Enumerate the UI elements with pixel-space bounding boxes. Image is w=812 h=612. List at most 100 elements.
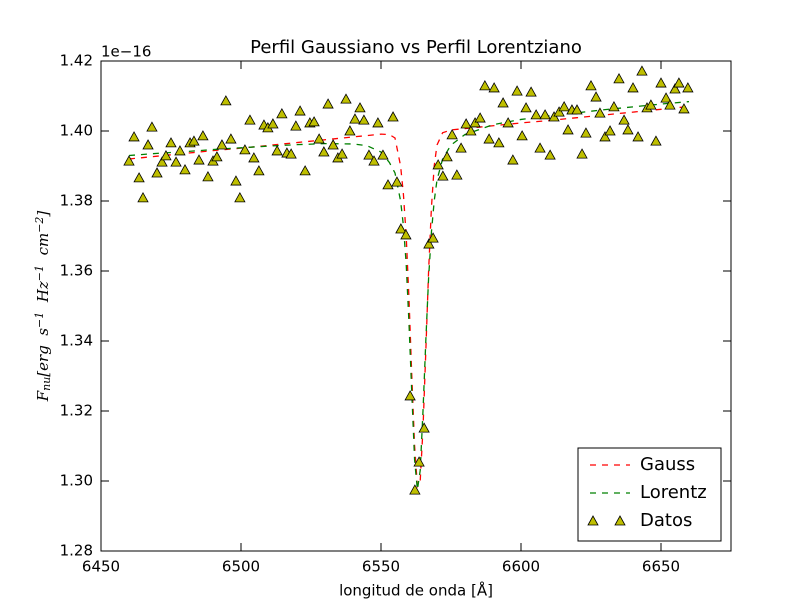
data-point: [455, 142, 467, 153]
data-point: [627, 82, 639, 93]
data-point: [349, 113, 361, 124]
data-point: [336, 148, 348, 159]
y-label-part: −2: [33, 217, 46, 233]
data-point: [474, 112, 486, 123]
data-point: [599, 131, 611, 142]
data-point: [441, 151, 453, 162]
data-point: [660, 92, 672, 103]
data-point: [511, 85, 523, 96]
data-point: [613, 73, 625, 84]
y-tick-label: 1.36: [60, 262, 93, 280]
line-series: [128, 100, 690, 490]
y-label-part: cm: [34, 233, 52, 265]
x-tick-label: 6650: [642, 558, 680, 576]
data-point: [409, 484, 421, 495]
data-point: [318, 146, 330, 157]
data-point: [197, 130, 209, 141]
data-point: [170, 156, 182, 167]
data-point: [553, 106, 565, 117]
data-point: [655, 77, 667, 88]
legend-box: [577, 447, 722, 542]
data-point: [377, 149, 389, 160]
plot-area: [123, 65, 694, 495]
data-point: [497, 97, 509, 108]
legend-label: Lorentz: [640, 482, 707, 503]
data-point: [488, 82, 500, 93]
y-offset-label: 1e−16: [101, 43, 151, 61]
data-point: [151, 167, 163, 178]
data-point: [290, 120, 302, 131]
plot-frame: [100, 60, 732, 552]
data-point: [128, 131, 140, 142]
legend-label: Datos: [640, 510, 692, 531]
legend-label: Gauss: [640, 454, 695, 475]
x-tick-label: 6600: [502, 558, 540, 576]
data-point: [313, 133, 325, 144]
data-point: [344, 125, 356, 136]
data-point: [539, 109, 551, 120]
data-point: [479, 80, 491, 91]
data-point: [395, 223, 407, 234]
data-point: [400, 229, 412, 240]
data-point: [576, 148, 588, 159]
y-tick-label: 1.42: [60, 52, 93, 70]
y-tick-label: 1.34: [60, 332, 93, 350]
data-point: [418, 422, 430, 433]
y-label-part: −1: [33, 265, 46, 281]
data-point: [580, 127, 592, 138]
data-point: [340, 93, 352, 104]
data-point: [432, 159, 444, 170]
data-point: [544, 149, 556, 160]
data-point: [437, 170, 449, 181]
data-point: [534, 142, 546, 153]
data-point: [507, 154, 519, 165]
data-point: [608, 101, 620, 112]
data-point: [451, 169, 463, 180]
data-point: [146, 121, 158, 132]
legend-marker: [614, 515, 626, 526]
data-point: [239, 144, 251, 155]
data-point: [618, 114, 630, 125]
data-point: [520, 102, 532, 113]
data-point: [493, 137, 505, 148]
data-point: [673, 77, 685, 88]
y-label-part: −1: [33, 312, 46, 328]
data-point: [248, 152, 260, 163]
data-point: [294, 105, 306, 116]
data-point: [179, 164, 191, 175]
data-point: [594, 107, 606, 118]
data-point: [632, 131, 644, 142]
y-label-part: ]: [34, 211, 52, 218]
data-point: [558, 101, 570, 112]
y-tick-label: 1.38: [60, 192, 93, 210]
data-point: [142, 139, 154, 150]
data-point: [193, 154, 205, 165]
data-point: [682, 82, 694, 93]
data-point: [188, 135, 200, 146]
data-point: [382, 179, 394, 190]
x-axis-label: longitud de onda [Å]: [339, 581, 493, 600]
data-point: [230, 175, 242, 186]
data-point: [322, 98, 334, 109]
y-label-part: nu: [40, 377, 53, 391]
data-point: [530, 109, 542, 120]
data-point: [427, 232, 439, 243]
data-point: [123, 155, 135, 166]
data-point: [285, 148, 297, 159]
y-axis-label: Fnu[erg s−1 Hz−1 cm−2]: [33, 211, 54, 403]
data-point: [299, 165, 311, 176]
legend-marker: [587, 515, 599, 526]
data-point: [225, 133, 237, 144]
data-point: [387, 111, 399, 122]
y-label-part: Hz: [34, 281, 52, 312]
data-point: [156, 156, 168, 167]
data-point: [211, 151, 223, 162]
data-point: [133, 172, 145, 183]
data-point: [590, 91, 602, 102]
data-point: [622, 124, 634, 135]
data-point: [276, 108, 288, 119]
y-tick-label: 1.30: [60, 472, 93, 490]
data-point: [636, 65, 648, 76]
data-point: [368, 155, 380, 166]
